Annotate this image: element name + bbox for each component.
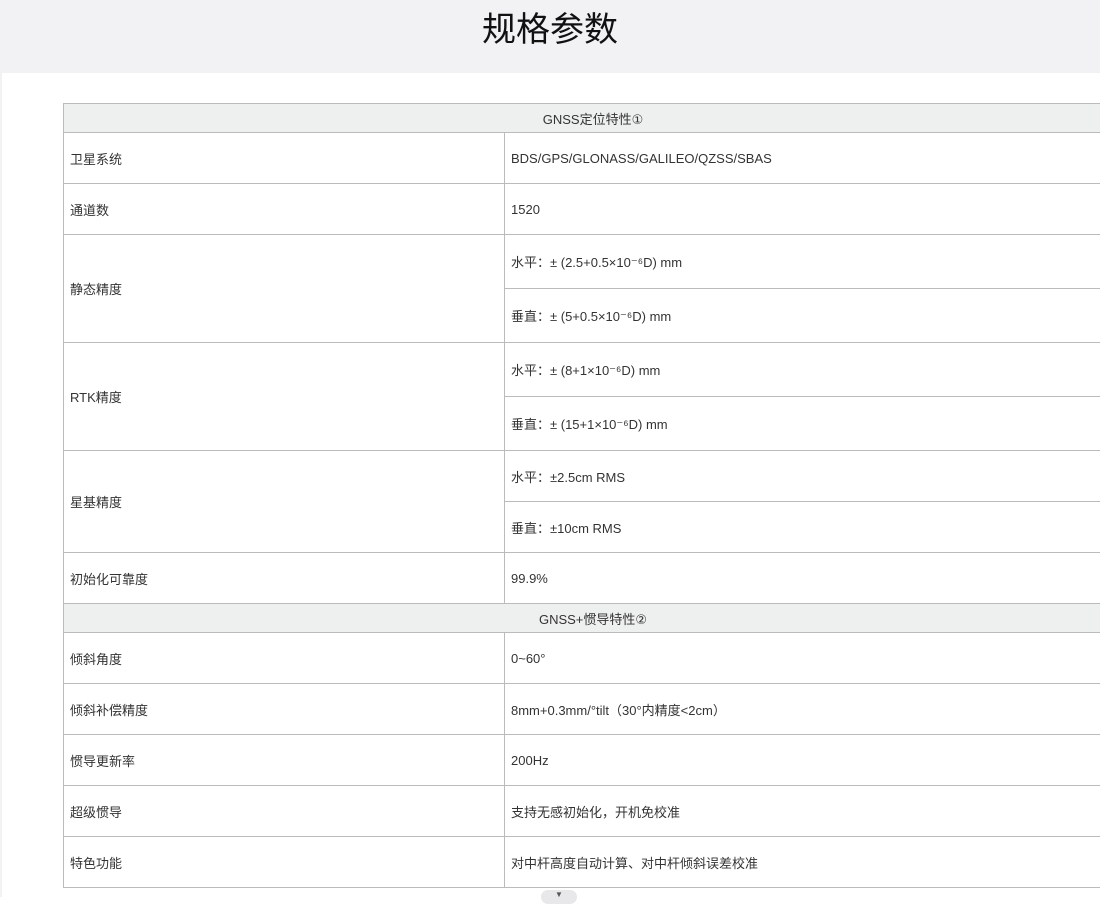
spec-label: 卫星系统 — [64, 133, 505, 184]
page-title: 规格参数 — [0, 0, 1100, 60]
scroll-down-button[interactable]: ▼ — [541, 890, 577, 904]
table-row: 超级惯导支持无感初始化，开机免校准 — [64, 786, 1100, 837]
spec-label: 倾斜补偿精度 — [64, 684, 505, 735]
spec-value: 8mm+0.3mm/°tilt（30°内精度<2cm） — [505, 684, 1100, 735]
spec-value: 水平：± (2.5+0.5×10⁻⁶D) mm — [505, 235, 1100, 289]
spec-value: 0~60° — [505, 633, 1100, 684]
spec-label: 通道数 — [64, 184, 505, 235]
spec-label: RTK精度 — [64, 343, 505, 451]
spec-value: 水平：± (8+1×10⁻⁶D) mm — [505, 343, 1100, 397]
spec-value: BDS/GPS/GLONASS/GALILEO/QZSS/SBAS — [505, 133, 1100, 184]
spec-value: 1520 — [505, 184, 1100, 235]
section-title: GNSS+惯导特性② — [64, 604, 1100, 633]
left-border — [0, 73, 2, 897]
spec-label: 特色功能 — [64, 837, 505, 888]
spec-value: 对中杆高度自动计算、对中杆倾斜误差校准 — [505, 837, 1100, 888]
section-title: GNSS定位特性① — [64, 104, 1100, 133]
spec-label: 惯导更新率 — [64, 735, 505, 786]
spec-label: 静态精度 — [64, 235, 505, 343]
spec-label: 初始化可靠度 — [64, 553, 505, 604]
table-row: 特色功能对中杆高度自动计算、对中杆倾斜误差校准 — [64, 837, 1100, 888]
page-header: 规格参数 — [0, 0, 1100, 73]
spec-value: 支持无感初始化，开机免校准 — [505, 786, 1100, 837]
spec-value: 垂直：± (15+1×10⁻⁶D) mm — [505, 397, 1100, 451]
table-row: RTK精度水平：± (8+1×10⁻⁶D) mm — [64, 343, 1100, 397]
chevron-down-icon: ▼ — [555, 890, 563, 899]
spec-value: 99.9% — [505, 553, 1100, 604]
spec-value: 水平：±2.5cm RMS — [505, 451, 1100, 502]
spec-value: 垂直：± (5+0.5×10⁻⁶D) mm — [505, 289, 1100, 343]
spec-label: 星基精度 — [64, 451, 505, 553]
table-row: 静态精度水平：± (2.5+0.5×10⁻⁶D) mm — [64, 235, 1100, 289]
spec-value: 200Hz — [505, 735, 1100, 786]
spec-label: 超级惯导 — [64, 786, 505, 837]
spec-value: 垂直：±10cm RMS — [505, 502, 1100, 553]
table-row: 星基精度水平：±2.5cm RMS — [64, 451, 1100, 502]
spec-label: 倾斜角度 — [64, 633, 505, 684]
section-header: GNSS定位特性① — [64, 104, 1100, 133]
section-header: GNSS+惯导特性② — [64, 604, 1100, 633]
